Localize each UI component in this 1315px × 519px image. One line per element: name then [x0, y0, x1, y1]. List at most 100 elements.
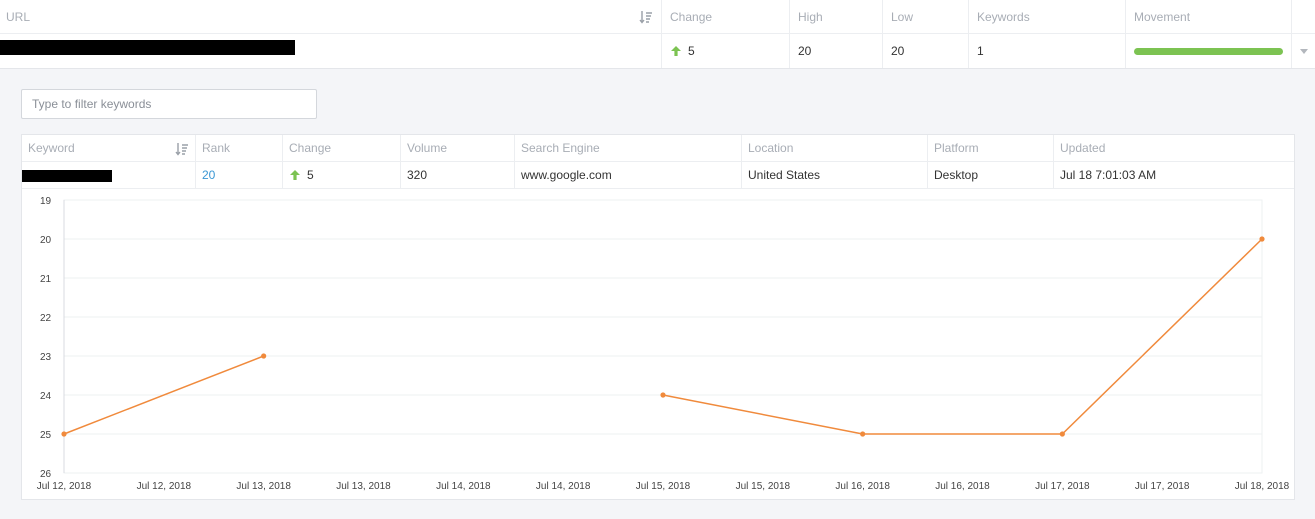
platform-cell: Desktop	[928, 162, 1054, 188]
keywords-panel: Keyword Rank Change Volume Search Engine…	[21, 134, 1295, 500]
data-point	[860, 431, 866, 437]
x-tick-label: Jul 16, 2018	[835, 481, 890, 492]
keywords-cell: 1	[969, 34, 1126, 68]
y-tick-label: 19	[40, 196, 52, 207]
keywords-header-label: Keywords	[977, 9, 1030, 24]
x-tick-label: Jul 13, 2018	[236, 481, 291, 492]
x-tick-label: Jul 12, 2018	[37, 481, 92, 492]
volume-column-header[interactable]: Volume	[401, 135, 515, 161]
rank-header-label: Rank	[202, 141, 231, 155]
keyword-cell	[22, 162, 196, 188]
search-engine-cell: www.google.com	[515, 162, 742, 188]
platform-value: Desktop	[934, 168, 979, 182]
keyword-filter-input[interactable]	[21, 89, 317, 119]
keyword-row[interactable]: 20 5 320 www.google.com United States De…	[22, 162, 1294, 189]
x-tick-label: Jul 16, 2018	[935, 481, 990, 492]
platform-header-label: Platform	[934, 141, 979, 155]
change-header-label: Change	[670, 9, 713, 24]
movement-cell	[1126, 34, 1292, 68]
x-tick-label: Jul 17, 2018	[1135, 481, 1190, 492]
low-value: 20	[891, 44, 905, 58]
data-point	[261, 353, 267, 359]
y-tick-label: 25	[40, 430, 52, 441]
search-engine-value: www.google.com	[521, 168, 612, 182]
y-tick-label: 26	[40, 469, 52, 480]
redacted-keyword	[22, 170, 112, 182]
volume-cell: 320	[401, 162, 515, 188]
movement-bar	[1134, 47, 1283, 55]
rank-link[interactable]: 20	[202, 168, 216, 182]
high-header-label: High	[798, 9, 823, 24]
y-tick-label: 21	[40, 274, 52, 285]
low-column-header[interactable]: Low	[883, 0, 969, 33]
x-tick-label: Jul 14, 2018	[436, 481, 491, 492]
keyword-change-header-label: Change	[289, 141, 332, 155]
y-tick-label: 22	[40, 313, 52, 324]
keyword-column-header[interactable]: Keyword	[22, 135, 196, 161]
rank-column-header[interactable]: Rank	[196, 135, 283, 161]
volume-header-label: Volume	[407, 141, 448, 155]
location-cell: United States	[742, 162, 928, 188]
data-point	[1259, 236, 1265, 242]
x-tick-label: Jul 18, 2018	[1235, 481, 1290, 492]
url-column-header[interactable]: URL	[0, 0, 662, 33]
x-tick-label: Jul 15, 2018	[636, 481, 691, 492]
keyword-change-value: 5	[307, 168, 314, 182]
data-point	[1059, 431, 1065, 437]
url-table-row[interactable]: 5 20 20 1	[0, 34, 1315, 68]
volume-value: 320	[407, 168, 428, 182]
high-cell: 20	[790, 34, 883, 68]
keyword-change-cell: 5	[283, 162, 401, 188]
expand-toggle[interactable]	[1292, 34, 1315, 68]
location-column-header[interactable]: Location	[742, 135, 928, 161]
y-tick-label: 23	[40, 352, 52, 363]
url-table: URL Change High Low Keywords Movement 5 …	[0, 0, 1315, 69]
location-header-label: Location	[748, 141, 794, 155]
data-point	[61, 431, 67, 437]
series-line	[63, 355, 264, 435]
arrow-up-icon	[290, 170, 300, 180]
chevron-down-icon[interactable]	[1299, 48, 1308, 54]
low-header-label: Low	[891, 9, 914, 24]
plot-area	[63, 199, 1263, 474]
url-cell[interactable]	[0, 34, 662, 68]
y-tick-label: 20	[40, 235, 52, 246]
low-cell: 20	[883, 34, 969, 68]
url-header-label: URL	[6, 9, 31, 24]
arrow-up-icon	[671, 46, 681, 56]
change-column-header[interactable]: Change	[662, 0, 790, 33]
y-tick-label: 24	[40, 391, 52, 402]
change-value: 5	[688, 44, 695, 58]
rank-cell: 20	[196, 162, 283, 188]
search-engine-header-label: Search Engine	[521, 141, 600, 155]
updated-header-label: Updated	[1060, 141, 1106, 155]
updated-cell: Jul 18 7:01:03 AM	[1054, 162, 1294, 188]
updated-value: Jul 18 7:01:03 AM	[1060, 168, 1157, 182]
keywords-column-header[interactable]: Keywords	[969, 0, 1126, 33]
search-engine-column-header[interactable]: Search Engine	[515, 135, 742, 161]
url-table-header: URL Change High Low Keywords Movement	[0, 0, 1315, 34]
high-column-header[interactable]: High	[790, 0, 883, 33]
keyword-header-label: Keyword	[28, 141, 75, 155]
keywords-table-header: Keyword Rank Change Volume Search Engine…	[22, 135, 1294, 162]
expand-column-header	[1292, 0, 1315, 33]
high-value: 20	[798, 44, 812, 58]
data-point	[660, 392, 666, 398]
change-cell: 5	[662, 34, 790, 68]
platform-column-header[interactable]: Platform	[928, 135, 1054, 161]
sort-icon[interactable]	[639, 10, 653, 24]
sort-icon[interactable]	[175, 142, 189, 156]
keyword-change-column-header[interactable]: Change	[283, 135, 401, 161]
x-tick-label: Jul 13, 2018	[336, 481, 391, 492]
redacted-url	[0, 40, 295, 55]
movement-header-label: Movement	[1134, 9, 1191, 24]
x-tick-label: Jul 14, 2018	[536, 481, 591, 492]
keywords-value: 1	[977, 44, 984, 58]
x-tick-label: Jul 17, 2018	[1035, 481, 1090, 492]
series-line	[662, 238, 1263, 435]
movement-column-header[interactable]: Movement	[1126, 0, 1292, 33]
updated-column-header[interactable]: Updated	[1054, 135, 1294, 161]
location-value: United States	[748, 168, 821, 182]
x-tick-label: Jul 12, 2018	[137, 481, 192, 492]
